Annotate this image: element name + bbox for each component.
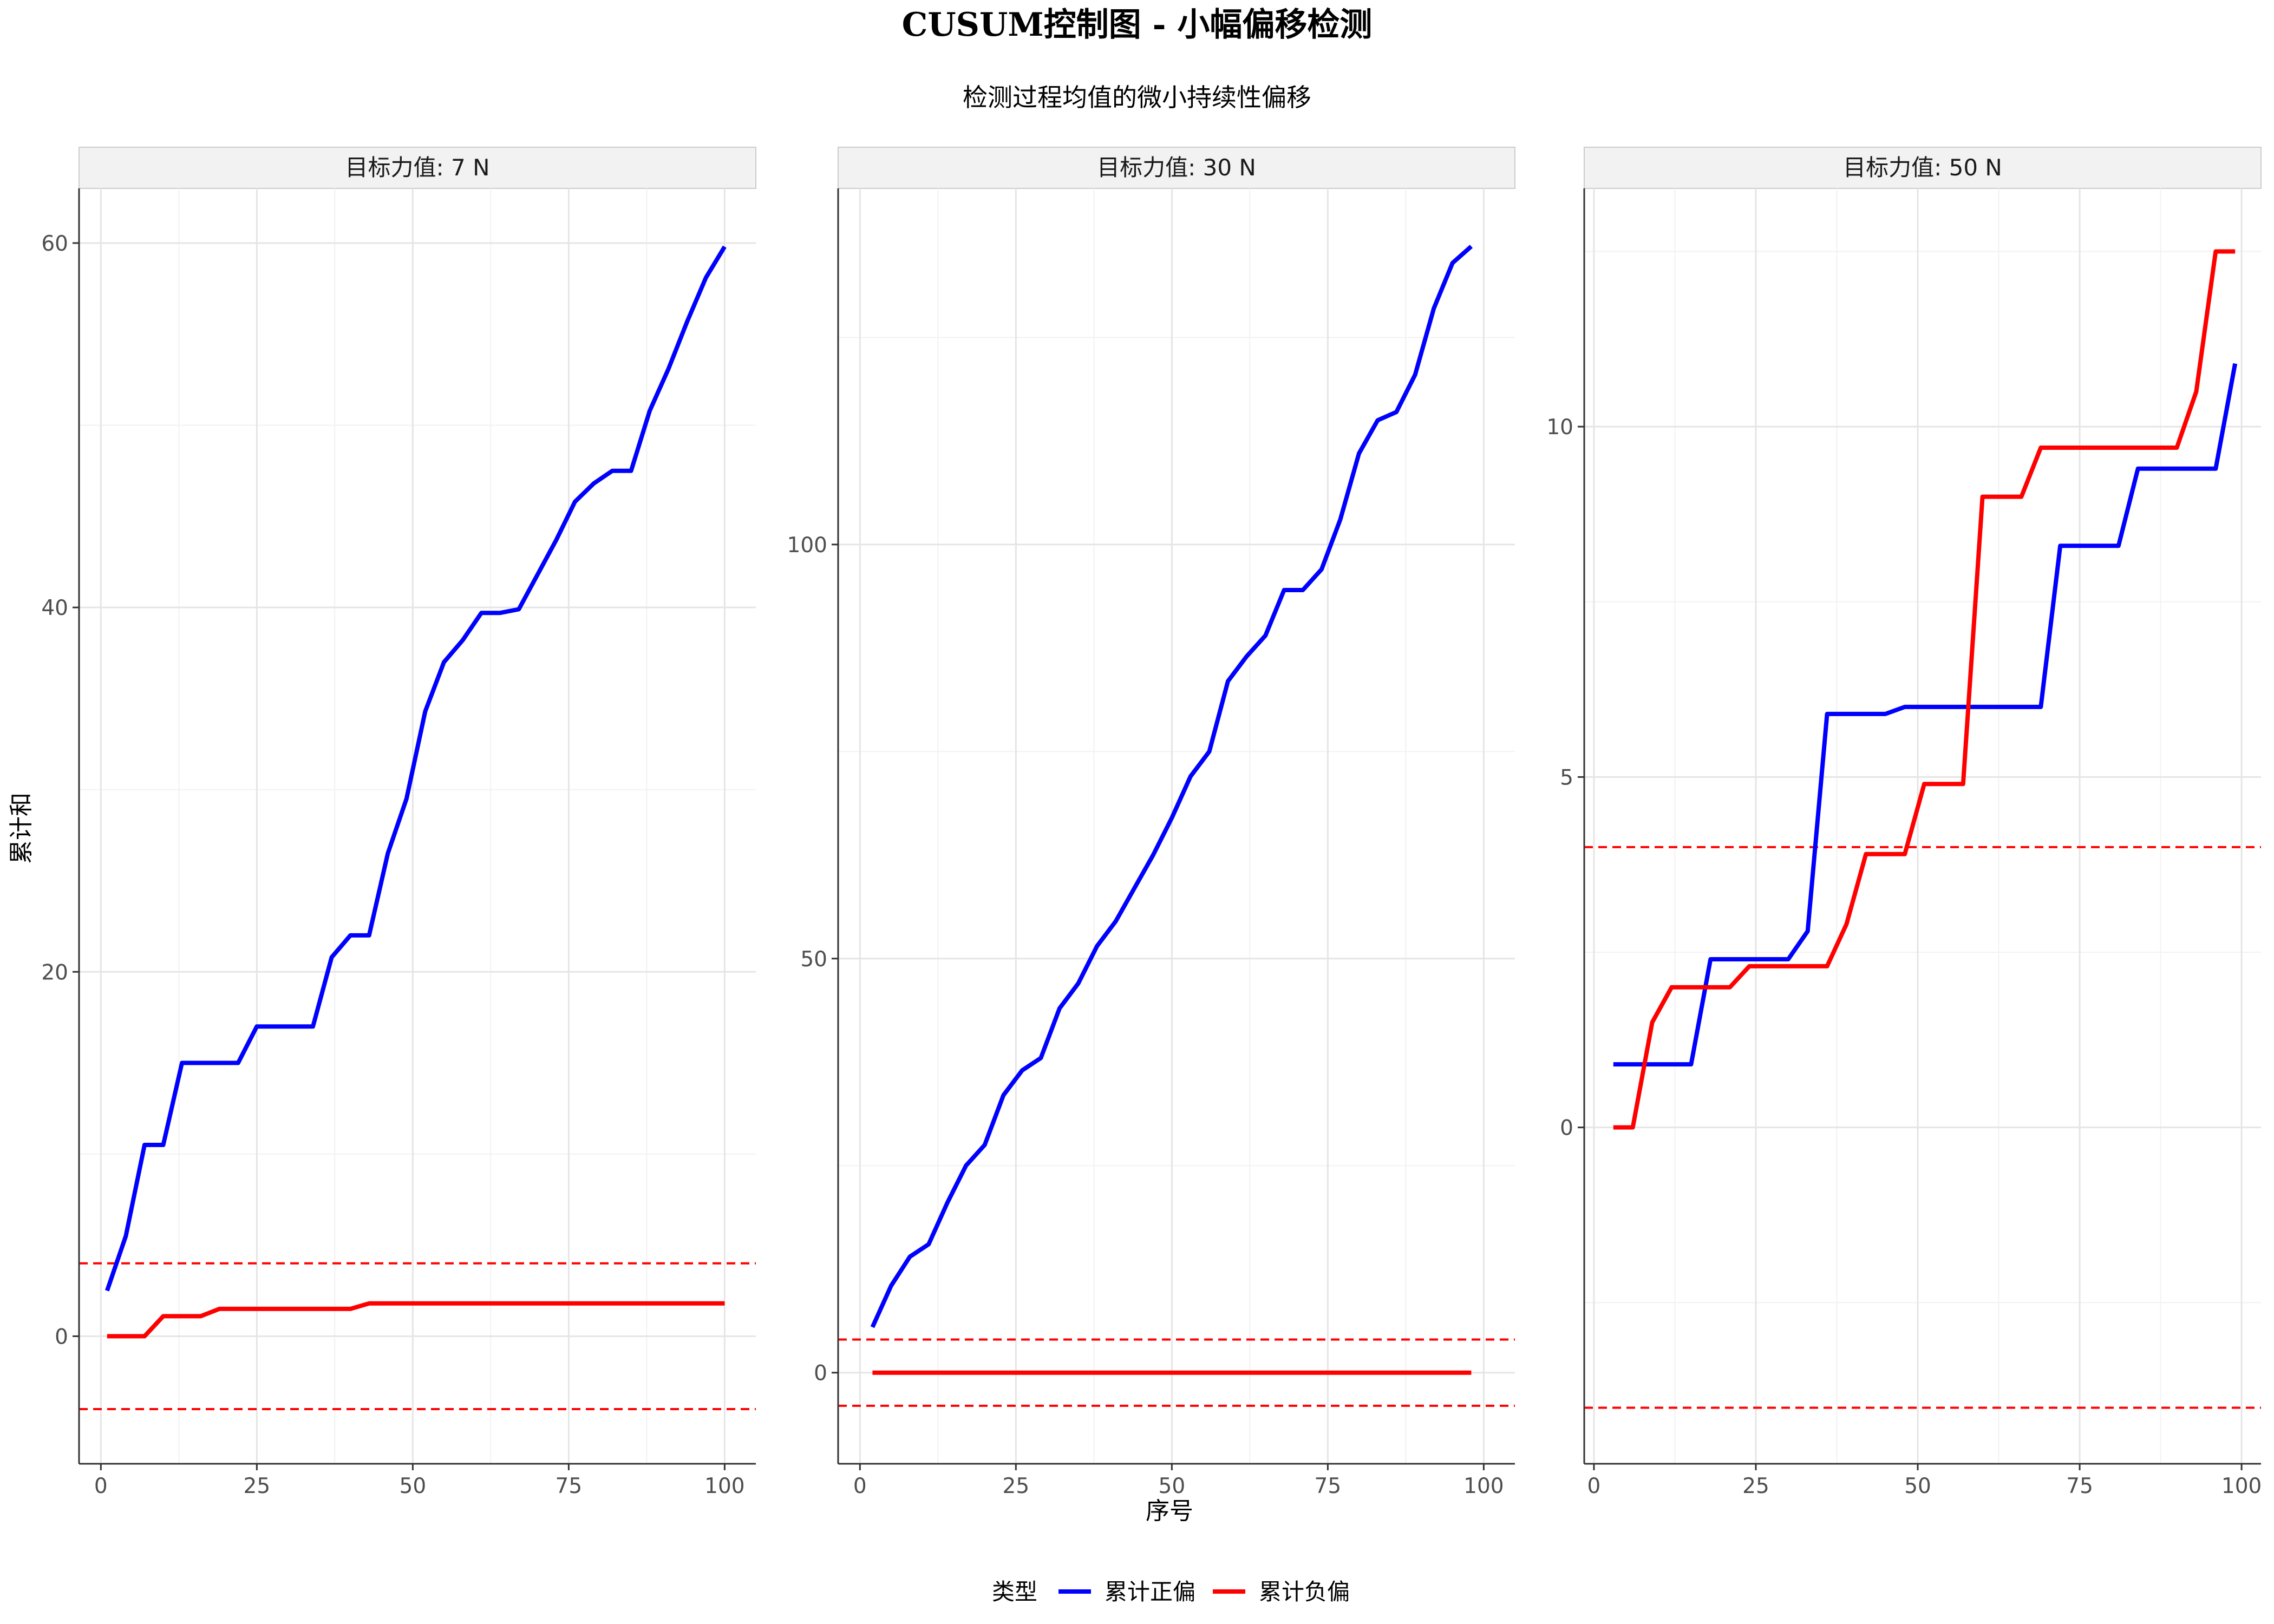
facet-strip (838, 147, 1515, 189)
x-tick-label: 50 (1904, 1474, 1931, 1498)
y-tick-label: 0 (814, 1361, 827, 1386)
y-tick-label: 20 (41, 960, 68, 985)
facet-strip (79, 147, 756, 189)
facet-panel-1: 目标力值: 7 N 0 25 50 75 100 0 20 40 60 (41, 147, 756, 1498)
chart-title: CUSUM控制图 - 小幅偏移检测 (902, 6, 1373, 44)
x-tick-label: 50 (400, 1474, 427, 1498)
x-tick-label: 100 (704, 1474, 744, 1498)
chart-subtitle: 检测过程均值的微小持续性偏移 (963, 83, 1311, 112)
facet-strip-label: 目标力值: 30 N (1097, 154, 1256, 181)
x-tick-label: 25 (1003, 1474, 1030, 1498)
series-line-negative (107, 1301, 725, 1339)
series-line-positive (105, 245, 727, 1292)
y-tick-label: 0 (1560, 1116, 1573, 1141)
facet-strip-label: 目标力值: 50 N (1843, 154, 2002, 181)
legend-title: 类型 (992, 1579, 1037, 1605)
y-tick-label: 50 (800, 947, 827, 972)
x-tick-label: 75 (2066, 1474, 2093, 1498)
facet-panel-3: 目标力值: 50 N 0 25 50 75 100 0 5 10 (1546, 147, 2262, 1498)
facet-strip (1584, 147, 2262, 189)
x-tick-label: 100 (1463, 1474, 1504, 1498)
y-tick-label: 10 (1546, 415, 1573, 440)
x-tick-label: 100 (2221, 1474, 2262, 1498)
x-tick-label: 75 (556, 1474, 583, 1498)
x-tick-label: 0 (94, 1474, 108, 1498)
legend-label-negative: 累计负偏 (1259, 1579, 1350, 1605)
x-tick-label: 75 (1315, 1474, 1342, 1498)
series-line-negative (1613, 249, 2236, 1130)
x-tick-label: 0 (853, 1474, 867, 1498)
legend: 类型 累计正偏 累计负偏 (992, 1579, 1350, 1605)
x-tick-label: 25 (1742, 1474, 1769, 1498)
x-tick-label: 0 (1587, 1474, 1601, 1498)
y-tick-label: 0 (55, 1325, 68, 1349)
facet-strip-label: 目标力值: 7 N (345, 154, 490, 181)
series-line-positive (870, 245, 1473, 1328)
series-line-positive (1613, 363, 2238, 1067)
x-tick-label: 50 (1159, 1474, 1186, 1498)
x-tick-label: 25 (244, 1474, 271, 1498)
y-tick-label: 40 (41, 596, 68, 620)
legend-label-positive: 累计正偏 (1105, 1579, 1195, 1605)
y-tick-label: 60 (41, 232, 68, 256)
y-tick-label: 5 (1560, 765, 1573, 790)
y-axis-title: 累计和 (8, 793, 35, 864)
facet-panel-2: 目标力值: 30 N 0 25 50 75 100 0 50 100 (787, 147, 1515, 1498)
y-tick-label: 100 (787, 533, 827, 558)
x-axis-title: 序号 (1146, 1497, 1193, 1525)
